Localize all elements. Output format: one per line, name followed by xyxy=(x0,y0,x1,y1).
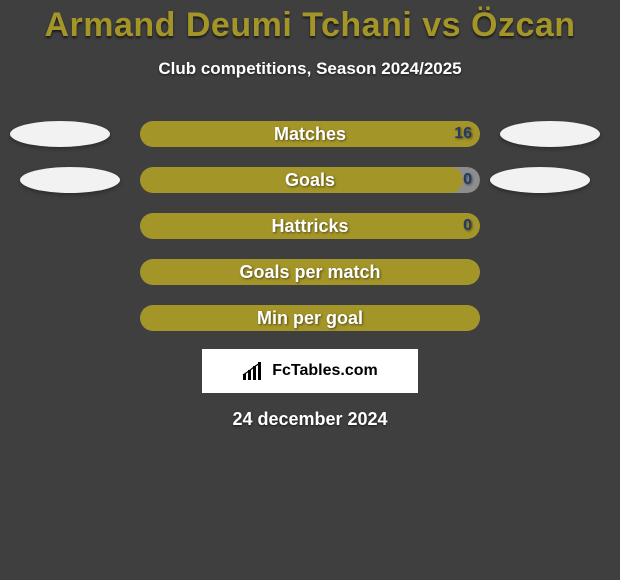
attribution-text: FcTables.com xyxy=(272,362,378,380)
stat-value: 0 xyxy=(463,213,472,239)
stat-label: Hattricks xyxy=(140,213,480,239)
player-left-marker xyxy=(10,121,110,147)
stat-row: Matches16 xyxy=(0,121,620,147)
stat-bar: Goals per match xyxy=(140,259,480,285)
subtitle: Club competitions, Season 2024/2025 xyxy=(158,59,461,79)
stat-bar: Matches16 xyxy=(140,121,480,147)
player-right-marker xyxy=(500,121,600,147)
stat-row: Hattricks0 xyxy=(0,213,620,239)
bars-icon xyxy=(242,362,266,380)
stat-bar: Hattricks0 xyxy=(140,213,480,239)
stat-value: 0 xyxy=(463,167,472,193)
date-text: 24 december 2024 xyxy=(232,409,387,430)
player-left-marker xyxy=(20,167,120,193)
page-title: Armand Deumi Tchani vs Özcan xyxy=(44,6,575,45)
stat-value: 16 xyxy=(454,121,472,147)
stat-label: Min per goal xyxy=(140,305,480,331)
stat-bar: Goals0 xyxy=(140,167,480,193)
stat-label: Matches xyxy=(140,121,480,147)
comparison-card: Armand Deumi Tchani vs Özcan Club compet… xyxy=(0,0,620,580)
stat-rows: Matches16Goals0Hattricks0Goals per match… xyxy=(0,121,620,331)
attribution-box: FcTables.com xyxy=(202,349,418,393)
player-right-marker xyxy=(490,167,590,193)
stat-row: Min per goal xyxy=(0,305,620,331)
stat-row: Goals0 xyxy=(0,167,620,193)
stat-bar: Min per goal xyxy=(140,305,480,331)
stat-row: Goals per match xyxy=(0,259,620,285)
stat-label: Goals xyxy=(140,167,480,193)
stat-label: Goals per match xyxy=(140,259,480,285)
